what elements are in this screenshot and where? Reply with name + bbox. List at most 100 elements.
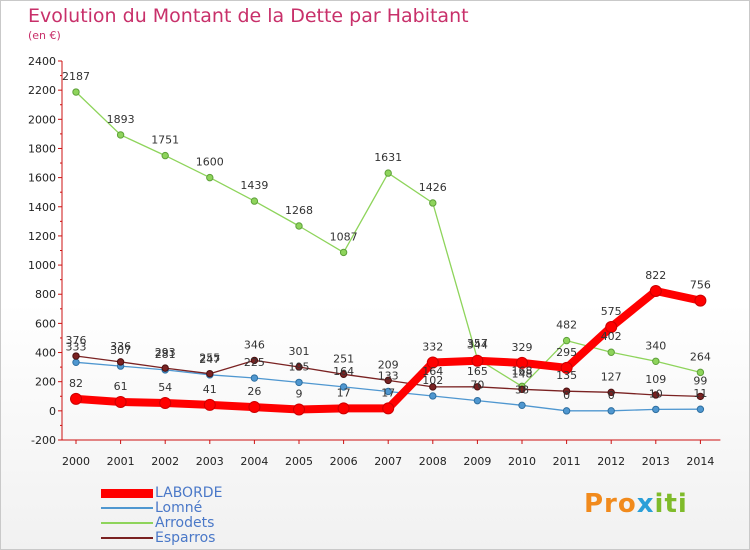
data-label: 357 bbox=[467, 337, 488, 350]
x-tick-label: 2011 bbox=[553, 455, 581, 468]
data-label: 376 bbox=[66, 334, 87, 347]
data-label: 26 bbox=[247, 385, 261, 398]
data-point bbox=[384, 169, 392, 177]
x-tick-label: 2002 bbox=[151, 455, 179, 468]
data-point bbox=[295, 222, 303, 230]
x-tick-label: 2013 bbox=[642, 455, 670, 468]
data-label: 225 bbox=[244, 356, 265, 369]
y-tick-label: 0 bbox=[49, 405, 56, 418]
data-point bbox=[339, 248, 348, 257]
data-label: 264 bbox=[690, 350, 711, 363]
data-label: 1631 bbox=[374, 151, 402, 164]
x-tick-label: 2007 bbox=[374, 455, 402, 468]
data-point bbox=[473, 396, 482, 405]
data-label: 1600 bbox=[196, 156, 224, 169]
data-point bbox=[652, 357, 660, 365]
y-tick-label: 2200 bbox=[28, 84, 56, 97]
data-label: 822 bbox=[645, 269, 666, 282]
data-label: 307 bbox=[110, 344, 131, 357]
line-chart: -200020040060080010001200140016001800200… bbox=[28, 55, 721, 468]
data-label: 164 bbox=[333, 365, 354, 378]
chart-subtitle: (en €) bbox=[28, 29, 61, 42]
data-point bbox=[473, 383, 482, 391]
data-point bbox=[295, 378, 303, 387]
x-tick-label: 2006 bbox=[330, 455, 358, 468]
data-label: 346 bbox=[244, 338, 265, 351]
data-label: 329 bbox=[512, 341, 533, 354]
data-point bbox=[696, 368, 705, 377]
x-tick-label: 2000 bbox=[62, 455, 90, 468]
data-point bbox=[70, 392, 82, 405]
data-point bbox=[203, 398, 216, 411]
data-point bbox=[161, 364, 169, 372]
data-label: 1426 bbox=[419, 181, 447, 194]
y-tick-label: 600 bbox=[35, 317, 56, 330]
x-tick-label: 2004 bbox=[240, 455, 268, 468]
data-point bbox=[250, 374, 259, 382]
legend-swatch bbox=[101, 522, 153, 524]
data-point bbox=[250, 356, 259, 365]
data-label: 301 bbox=[289, 345, 310, 358]
data-label: 109 bbox=[645, 373, 666, 386]
legend-label: Esparros bbox=[155, 530, 216, 546]
proxiti-logo[interactable]: Proxiti bbox=[584, 489, 688, 519]
data-point bbox=[114, 395, 127, 408]
y-tick-label: 200 bbox=[35, 376, 56, 389]
data-label: 402 bbox=[601, 330, 622, 343]
data-point bbox=[560, 361, 573, 374]
data-label: 0 bbox=[563, 389, 570, 402]
legend-label: LABORDE bbox=[155, 485, 223, 501]
data-point bbox=[652, 391, 660, 399]
legend-swatch bbox=[101, 537, 153, 539]
y-tick-label: 800 bbox=[35, 288, 56, 301]
y-tick-label: 400 bbox=[35, 347, 56, 360]
data-label: 1893 bbox=[107, 113, 135, 126]
data-label: 61 bbox=[114, 380, 128, 393]
data-point bbox=[649, 285, 662, 298]
data-point bbox=[339, 370, 348, 378]
x-tick-label: 2003 bbox=[196, 455, 224, 468]
data-point bbox=[562, 407, 571, 415]
data-point bbox=[116, 358, 125, 366]
data-label: 575 bbox=[601, 305, 622, 318]
data-point bbox=[337, 402, 350, 415]
data-label: 1087 bbox=[330, 230, 358, 243]
data-point bbox=[426, 356, 439, 369]
data-label: 164 bbox=[422, 365, 443, 378]
y-tick-label: -200 bbox=[31, 434, 56, 447]
x-tick-label: 2008 bbox=[419, 455, 447, 468]
data-point bbox=[116, 131, 125, 139]
data-label: 333 bbox=[66, 340, 87, 353]
data-point bbox=[652, 405, 660, 414]
data-point bbox=[295, 363, 303, 371]
data-label: 195 bbox=[289, 360, 310, 373]
data-label: 133 bbox=[378, 369, 399, 382]
data-point bbox=[161, 151, 169, 160]
data-label: 295 bbox=[556, 346, 577, 359]
y-tick-label: 1600 bbox=[28, 172, 56, 185]
legend-label: Arrodets bbox=[155, 515, 215, 531]
data-label: 82 bbox=[69, 377, 83, 390]
data-point bbox=[607, 407, 615, 415]
data-point bbox=[339, 383, 348, 391]
data-label: 1751 bbox=[151, 134, 179, 147]
data-point bbox=[206, 173, 214, 182]
data-label: 340 bbox=[645, 339, 666, 352]
data-label: 209 bbox=[378, 358, 399, 371]
y-tick-label: 2000 bbox=[28, 113, 56, 126]
data-label: 102 bbox=[422, 374, 443, 387]
data-label: 10 bbox=[649, 387, 663, 400]
data-point bbox=[518, 385, 526, 393]
data-label: 135 bbox=[556, 369, 577, 382]
data-label: 336 bbox=[110, 340, 131, 353]
data-label: 54 bbox=[158, 381, 172, 394]
data-point bbox=[72, 88, 80, 96]
data-point bbox=[429, 199, 437, 207]
data-point bbox=[607, 388, 615, 397]
data-point bbox=[248, 401, 261, 414]
data-label: 148 bbox=[512, 367, 533, 380]
data-point bbox=[250, 197, 259, 205]
data-label: 2187 bbox=[62, 70, 90, 83]
data-point bbox=[72, 358, 80, 367]
data-label: 247 bbox=[199, 353, 220, 366]
